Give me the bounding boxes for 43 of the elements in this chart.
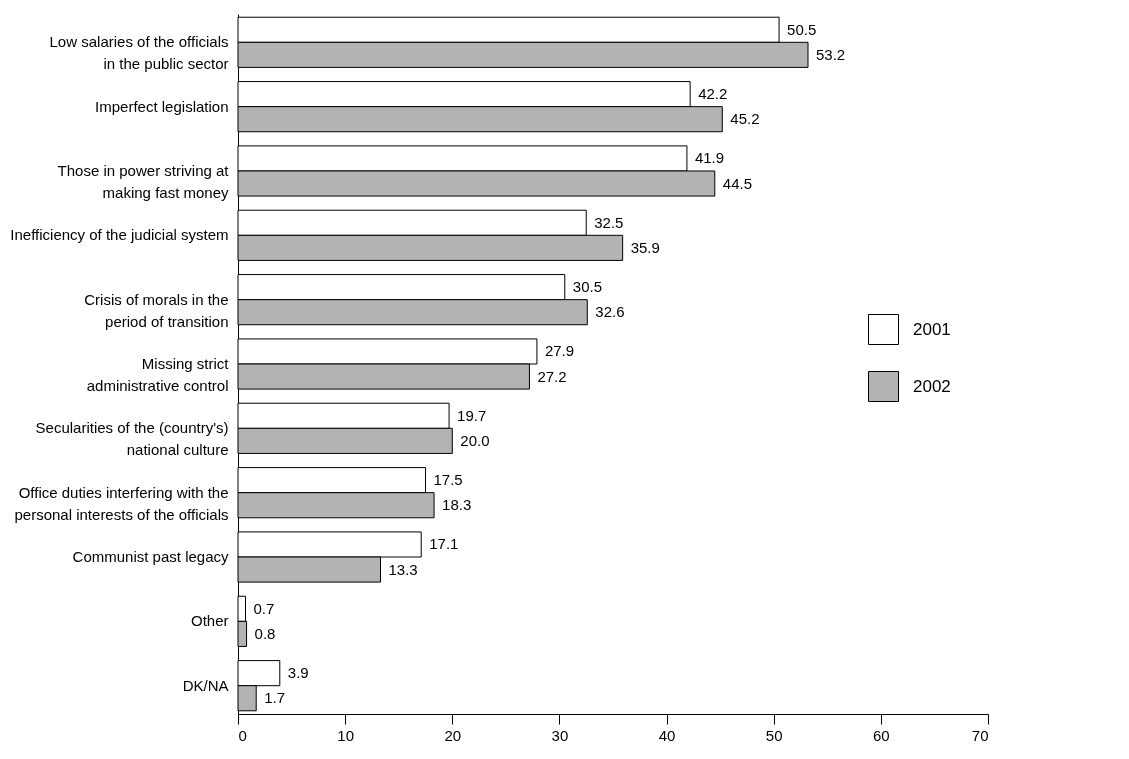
- data-label: 17.1: [429, 535, 459, 553]
- y-tick-label: Office duties interfering with the personal interests of the officials: [14, 483, 229, 523]
- y-tick-label: Crisis of morals in the period of transition: [84, 290, 229, 330]
- y-tick-label: Low salaries of the officials in the public sector: [49, 33, 229, 73]
- legend-label: 2001: [913, 319, 951, 339]
- x-tick-label: 40: [658, 726, 676, 744]
- y-tick-label: Communist past legacy: [72, 548, 229, 566]
- legend-label: 2002: [913, 376, 951, 396]
- data-label: 27.9: [544, 342, 575, 360]
- x-tick-label: 20: [444, 726, 462, 744]
- data-label: 20.0: [460, 431, 490, 449]
- data-label: 30.5: [572, 278, 602, 296]
- data-label: 44.5: [722, 174, 752, 192]
- y-tick-label: Inefficiency of the judicial system: [10, 226, 229, 244]
- y-tick-label: Secularities of the (country's) national culture: [35, 419, 229, 459]
- data-label: 13.3: [388, 560, 418, 578]
- data-label: 41.9: [694, 149, 725, 167]
- y-tick-label: Those in power striving at making fast money: [57, 161, 230, 201]
- data-label: 35.9: [630, 238, 660, 256]
- data-label: 19.7: [457, 406, 487, 424]
- data-label: 45.2: [730, 110, 760, 128]
- data-label: 32.5: [594, 213, 624, 231]
- y-tick-label: Missing strict administrative control: [86, 355, 230, 394]
- data-label: 50.5: [787, 20, 817, 38]
- y-tick-label: Imperfect legislation: [95, 97, 229, 115]
- data-label: 18.3: [442, 496, 472, 514]
- x-tick-label: 30: [551, 726, 569, 744]
- data-label: 0.7: [253, 599, 275, 617]
- data-label: 17.5: [433, 471, 463, 489]
- x-tick-label: 60: [873, 726, 890, 744]
- x-tick-label: 70: [971, 726, 989, 744]
- data-label: 0.8: [254, 624, 276, 642]
- y-tick-label: Other: [190, 612, 229, 630]
- x-tick-label: 10: [337, 726, 354, 744]
- data-label: 1.7: [264, 689, 286, 707]
- x-tick-label: 0: [238, 726, 247, 744]
- data-label: 42.2: [698, 85, 728, 103]
- data-label: 3.9: [287, 664, 309, 682]
- data-label: 32.6: [595, 303, 625, 321]
- x-tick-label: 50: [765, 726, 783, 744]
- data-label: 27.2: [537, 367, 567, 385]
- y-tick-label: DK/NA: [182, 676, 229, 694]
- data-label: 53.2: [816, 45, 846, 63]
